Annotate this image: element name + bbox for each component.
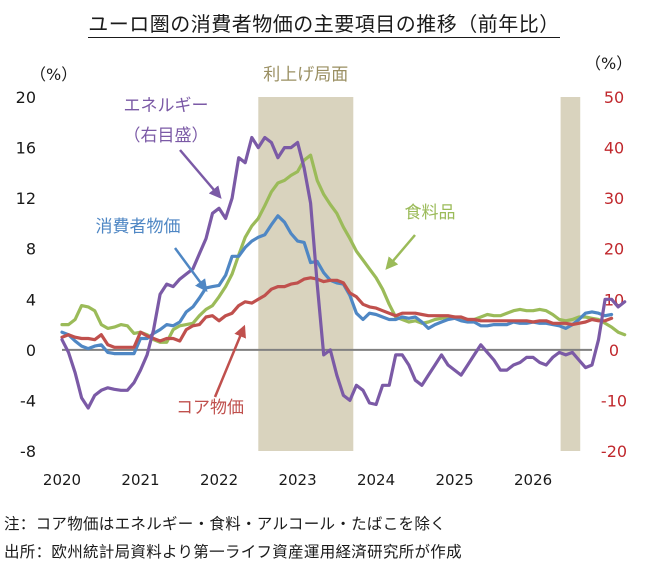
callout-arrow	[385, 234, 416, 270]
x-tick-label: 2025	[435, 471, 473, 489]
left-axis-unit: （%）	[30, 65, 77, 84]
footnote: 注：コア物価はエネルギー・食料・アルコール・たばこを除く	[4, 515, 446, 533]
x-tick-label: 2021	[121, 471, 159, 489]
callout-arrow	[213, 324, 246, 398]
shaded-period	[560, 97, 581, 451]
x-tick-label: 2022	[200, 471, 238, 489]
right-tick-label: 20	[604, 240, 624, 259]
shaded-period	[258, 97, 354, 451]
left-tick-label: 20	[16, 88, 36, 107]
left-tick-label: 8	[26, 240, 36, 259]
left-tick-label: 16	[16, 139, 36, 158]
right-tick-label: -20	[601, 442, 627, 461]
right-tick-label: 50	[604, 88, 624, 107]
right-tick-label: 0	[609, 341, 619, 360]
series-label-energy: エネルギー	[124, 96, 209, 116]
series-line-energy	[60, 135, 627, 410]
x-tick-label: 2023	[278, 471, 316, 489]
callout-arrow	[173, 247, 208, 293]
callout-arrow	[179, 149, 222, 199]
x-tick-label: 2026	[514, 471, 552, 489]
line-chart: 利上げ局面（%）-8-4048121620（%）-20-100102030405…	[16, 54, 633, 489]
shaded-period-label: 利上げ局面	[263, 65, 348, 85]
left-tick-label: -4	[20, 391, 36, 410]
x-tick-label: 2024	[357, 471, 395, 489]
right-tick-label: 40	[604, 139, 624, 158]
series-line-core	[60, 276, 614, 349]
left-tick-label: 4	[26, 290, 36, 309]
series-label-cpi: 消費者物価	[96, 217, 181, 237]
right-axis-unit: （%）	[585, 54, 632, 73]
series-label-energy: （右目盛）	[124, 126, 209, 146]
left-tick-label: -8	[20, 442, 36, 461]
right-tick-label: -10	[601, 391, 627, 410]
left-tick-label: 0	[26, 341, 36, 360]
chart-title: ユーロ圏の消費者物価の主要項目の推移（前年比）	[88, 12, 560, 38]
series-label-food: 食料品	[405, 203, 456, 223]
x-tick-label: 2020	[43, 471, 81, 489]
right-tick-label: 30	[604, 189, 624, 208]
source-note: 出所：欧州統計局資料より第一ライフ資産運用経済研究所が作成	[4, 543, 462, 561]
series-label-core: コア物価	[176, 398, 244, 418]
left-tick-label: 12	[16, 189, 36, 208]
